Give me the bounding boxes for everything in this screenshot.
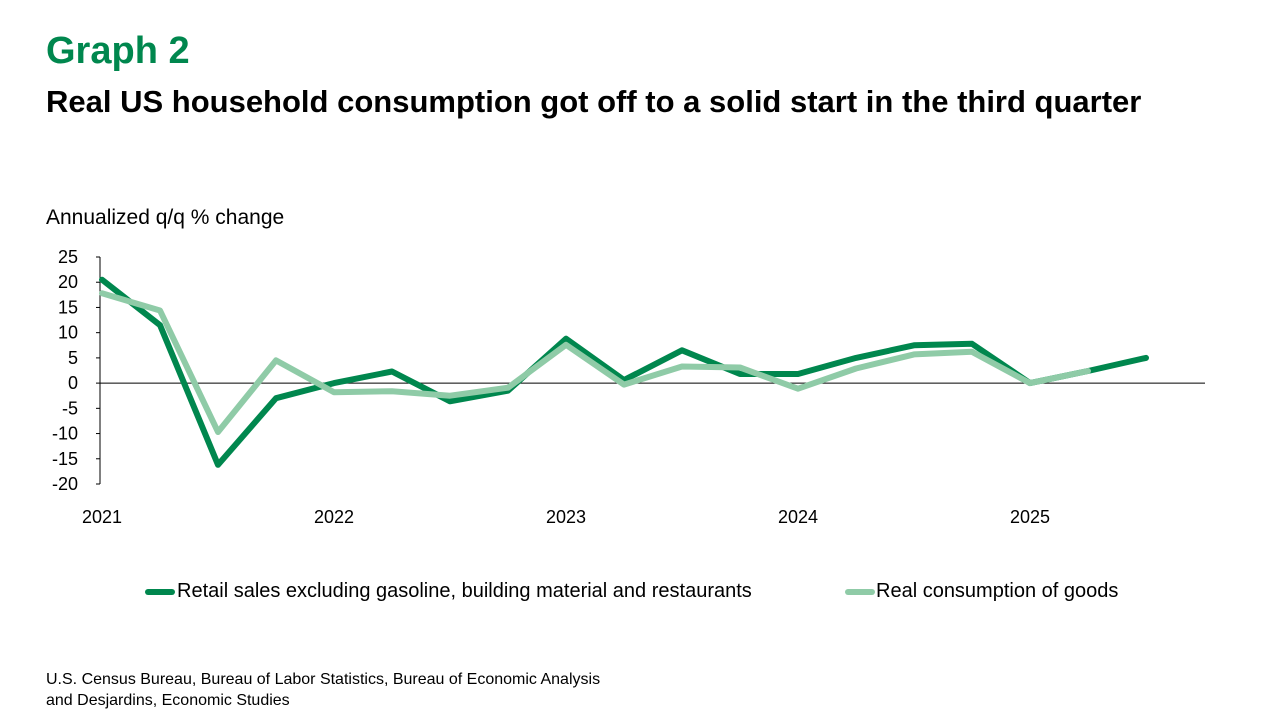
legend-swatch-goods <box>845 589 875 595</box>
y-tick-label: 5 <box>68 348 78 368</box>
y-tick-label: 20 <box>58 272 78 292</box>
chart-series <box>99 276 1149 468</box>
y-tick-label: 25 <box>58 247 78 267</box>
chart-axes <box>96 256 1205 485</box>
chart-legend: Retail sales excluding gasoline, buildin… <box>0 580 1280 608</box>
graph-label: Graph 2 <box>46 30 190 72</box>
y-tick-label: 10 <box>58 323 78 343</box>
y-tick-label: -10 <box>52 424 78 444</box>
legend-label-goods: Real consumption of goods <box>876 580 1119 602</box>
y-tick-label: 15 <box>58 297 78 317</box>
x-tick-label: 2022 <box>314 507 354 527</box>
x-tick-label: 2021 <box>82 507 122 527</box>
x-tick-label: 2023 <box>546 507 586 527</box>
source-note: U.S. Census Bureau, Bureau of Labor Stat… <box>46 669 806 711</box>
y-tick-label: -15 <box>52 449 78 469</box>
legend-swatch-retail <box>145 589 175 595</box>
x-tick-label: 2024 <box>778 507 818 527</box>
source-line-1: U.S. Census Bureau, Bureau of Labor Stat… <box>46 671 601 688</box>
y-tick-label: 0 <box>68 373 78 393</box>
series-real-consumption-goods-line <box>99 290 1091 435</box>
y-axis-unit-label: Annualized q/q % change <box>46 206 285 229</box>
source-line-2: and Desjardins, Economic Studies <box>46 692 290 709</box>
chart-title: Real US household consumption got off to… <box>46 84 1142 119</box>
y-tick-label: -20 <box>52 474 78 494</box>
x-tick-label: 2025 <box>1010 507 1050 527</box>
series-retail-sales-line <box>99 276 1149 468</box>
y-tick-label: -5 <box>62 398 78 418</box>
legend-label-retail: Retail sales excluding gasoline, buildin… <box>177 580 752 602</box>
